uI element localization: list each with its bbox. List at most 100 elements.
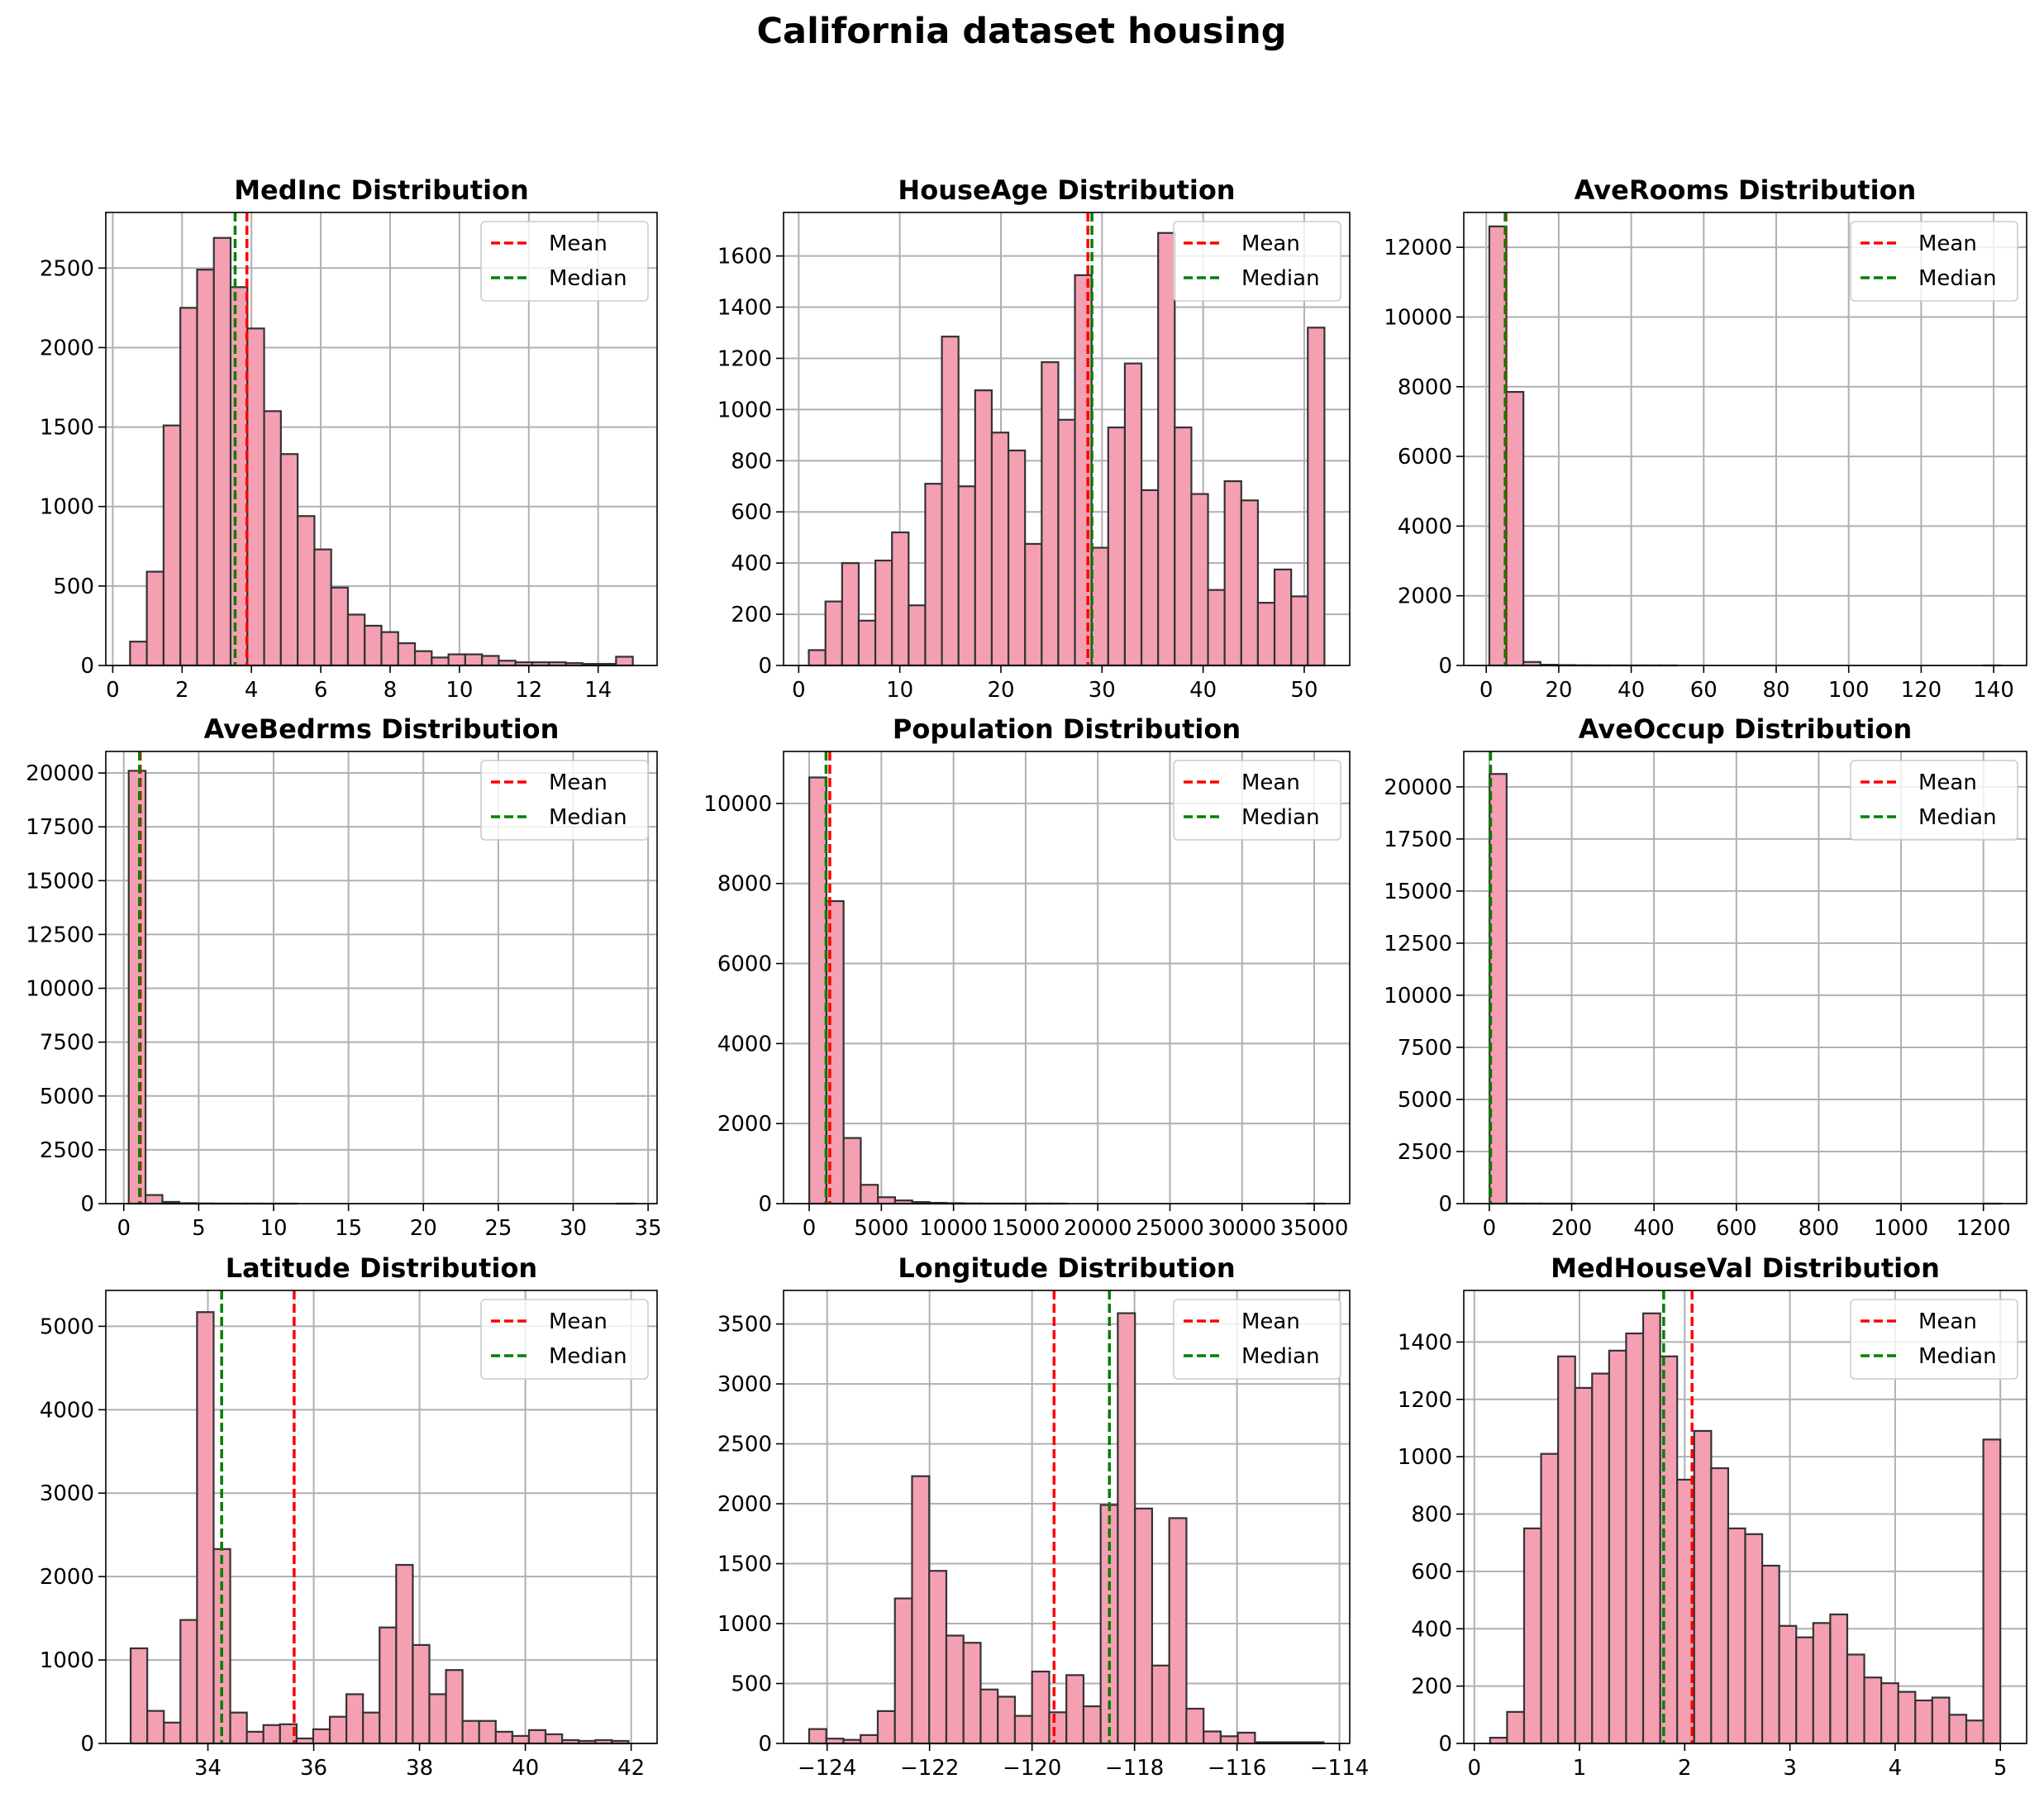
histogram-bar [1608, 1349, 1627, 1745]
axes-frame [1463, 751, 2027, 1204]
x-tick-label: 4 [245, 678, 259, 703]
subplot-aveoccup: AveOccup Distribution 0 200 400 600 800 1000 12… [1384, 713, 2027, 1241]
x-tick-label: 30 [560, 1216, 587, 1241]
y-tick-label: 3500 [717, 1313, 772, 1338]
x-tick-label: 0 [106, 678, 120, 703]
axes-frame [105, 751, 658, 1204]
histogram-bar [1190, 493, 1209, 667]
legend-box [1850, 760, 2018, 841]
histogram-bar [941, 336, 960, 667]
x-tick-label: 0 [1479, 678, 1494, 703]
legend-mean-label: Mean [549, 231, 607, 256]
y-tick-label: 3000 [40, 1481, 94, 1506]
histogram-bar [1489, 1736, 1508, 1745]
y-tick-label: 2000 [717, 1492, 772, 1517]
y-tick-label: 800 [731, 449, 772, 474]
histogram-bar [397, 641, 417, 667]
histogram-bar [245, 1730, 264, 1745]
histogram-bar [997, 1695, 1017, 1745]
x-tick-label: 20 [410, 1216, 437, 1241]
y-tick-label: 8000 [1398, 375, 1452, 400]
y-tick-label: 4000 [40, 1398, 94, 1423]
histogram-bar [364, 624, 383, 667]
histogram-bar [979, 1688, 999, 1745]
histogram-bar [893, 1597, 913, 1745]
y-tick-label: 4000 [1398, 514, 1452, 539]
x-axis: 0 5 10 15 20 25 30 35 [117, 1204, 662, 1241]
x-tick-label: 10000 [919, 1216, 988, 1241]
legend-median-label: Median [1918, 1344, 1997, 1369]
histogram-bar [328, 1715, 348, 1745]
histogram-bar [1506, 1710, 1526, 1745]
y-axis: 0 200 400 600 800 1000 1200 1400 [1398, 1330, 1464, 1757]
histogram-bar [808, 776, 827, 1205]
y-tick-label: 2500 [717, 1433, 772, 1457]
histogram-bar [911, 1475, 931, 1745]
subplot-houseage: HouseAge Distribution 0 10 20 30 40 50 0 200 400 6… [717, 174, 1351, 703]
x-tick-label: 1 [1573, 1756, 1587, 1781]
y-tick-label: 2500 [40, 1138, 94, 1163]
histogram-bar [447, 653, 466, 667]
histogram-bar [445, 1669, 464, 1745]
x-tick-label: 2 [1678, 1756, 1692, 1781]
y-tick-label: 1500 [717, 1552, 772, 1577]
histogram-bar [860, 1734, 879, 1745]
axes-frame [783, 212, 1351, 666]
x-tick-label: −120 [1003, 1756, 1061, 1781]
x-tick-label: 10 [886, 678, 913, 703]
x-tick-label: 1000 [1874, 1216, 1928, 1241]
histogram-bar [874, 559, 893, 667]
legend-mean-label: Mean [549, 1309, 607, 1334]
histogram-bar [129, 1647, 149, 1745]
x-tick-label: 4 [1889, 1756, 1903, 1781]
x-tick-label: 800 [1799, 1216, 1840, 1241]
y-tick-label: 10000 [703, 792, 772, 817]
y-tick-label: 0 [1438, 654, 1452, 679]
y-tick-label: 0 [1438, 1192, 1452, 1217]
y-tick-label: 1500 [40, 416, 94, 441]
histogram-bar [246, 327, 265, 667]
subplot-longitude: Longitude Distribution−124 −122 −120 −118 −1… [717, 1252, 1369, 1781]
legend: Mean Median [1173, 1299, 1341, 1380]
legend-median-label: Median [549, 266, 627, 291]
x-tick-label: 0 [1467, 1756, 1481, 1781]
y-axis: 0 1000 2000 3000 4000 5000 [40, 1314, 106, 1757]
histogram-bar [957, 485, 976, 667]
histogram-bar [1931, 1696, 1951, 1745]
x-tick-label: 6 [314, 678, 328, 703]
histogram-bar [1157, 231, 1176, 667]
histogram-bar [297, 515, 316, 667]
x-tick-label: 15000 [992, 1216, 1060, 1241]
y-tick-label: 1000 [717, 1612, 772, 1637]
y-tick-label: 12500 [1384, 932, 1452, 956]
x-tick-label: 100 [1828, 678, 1870, 703]
x-axis: 0 2 4 6 8 10 12 14 [106, 665, 612, 703]
histogram-bar [1273, 568, 1293, 667]
histogram-bar [179, 307, 198, 667]
histogram-bar [295, 1737, 315, 1745]
x-tick-label: 15 [335, 1216, 362, 1241]
x-tick-label: 40 [512, 1756, 539, 1781]
subplot-title: Longitude Distribution [898, 1252, 1235, 1284]
y-tick-label: 15000 [26, 869, 94, 894]
legend-box [480, 760, 649, 841]
histogram-bar [395, 1563, 414, 1745]
histogram-bar [1897, 1691, 1917, 1745]
histogram-bar [330, 586, 350, 667]
histogram-bar [1048, 1711, 1068, 1745]
y-tick-label: 10000 [1384, 984, 1452, 1009]
y-tick-label: 2000 [40, 336, 94, 360]
grid-lines [1464, 212, 2027, 666]
y-tick-label: 0 [80, 1732, 94, 1757]
histogram-bar [345, 1693, 364, 1745]
y-tick-label: 0 [758, 1732, 772, 1757]
x-tick-label: 38 [406, 1756, 433, 1781]
histogram-bar [1007, 449, 1027, 667]
x-tick-label: 20 [987, 678, 1014, 703]
x-axis: 0 200 400 600 800 1000 1200 [1483, 1204, 2011, 1241]
y-tick-label: 2000 [1398, 584, 1452, 609]
histogram-bar [1591, 1372, 1610, 1745]
legend-box [1850, 1299, 2018, 1380]
grid-lines [106, 751, 657, 1204]
x-tick-label: 0 [1483, 1216, 1497, 1241]
